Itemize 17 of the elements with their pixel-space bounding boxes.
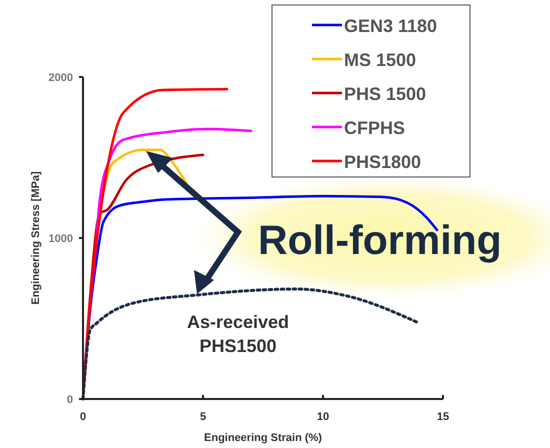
x-tick-label: 0 (80, 411, 86, 423)
annotation: As-received PHS1500 (186, 312, 290, 356)
x-tick-label: 10 (316, 411, 330, 423)
line-series (82, 288, 420, 400)
y-tick-label: 0 (66, 394, 73, 406)
legend-label: GEN3 1180 (344, 16, 438, 36)
legend-label: MS 1500 (344, 50, 416, 70)
y-tick-label: 2000 (48, 72, 73, 84)
legend-label: PHS 1500 (344, 84, 426, 104)
legend-label: PHS1800 (344, 152, 422, 172)
x-axis-title: Engineering Strain (%) (204, 432, 322, 444)
x-tick-label: 5 (200, 411, 206, 423)
x-tick-label: 15 (436, 411, 450, 423)
y-tick-label: 1000 (48, 233, 73, 245)
annotation: Roll-forming (258, 217, 502, 263)
legend-label: CFPHS (344, 118, 406, 138)
y-axis-title: Engineering Stress [MPa] (30, 171, 42, 305)
